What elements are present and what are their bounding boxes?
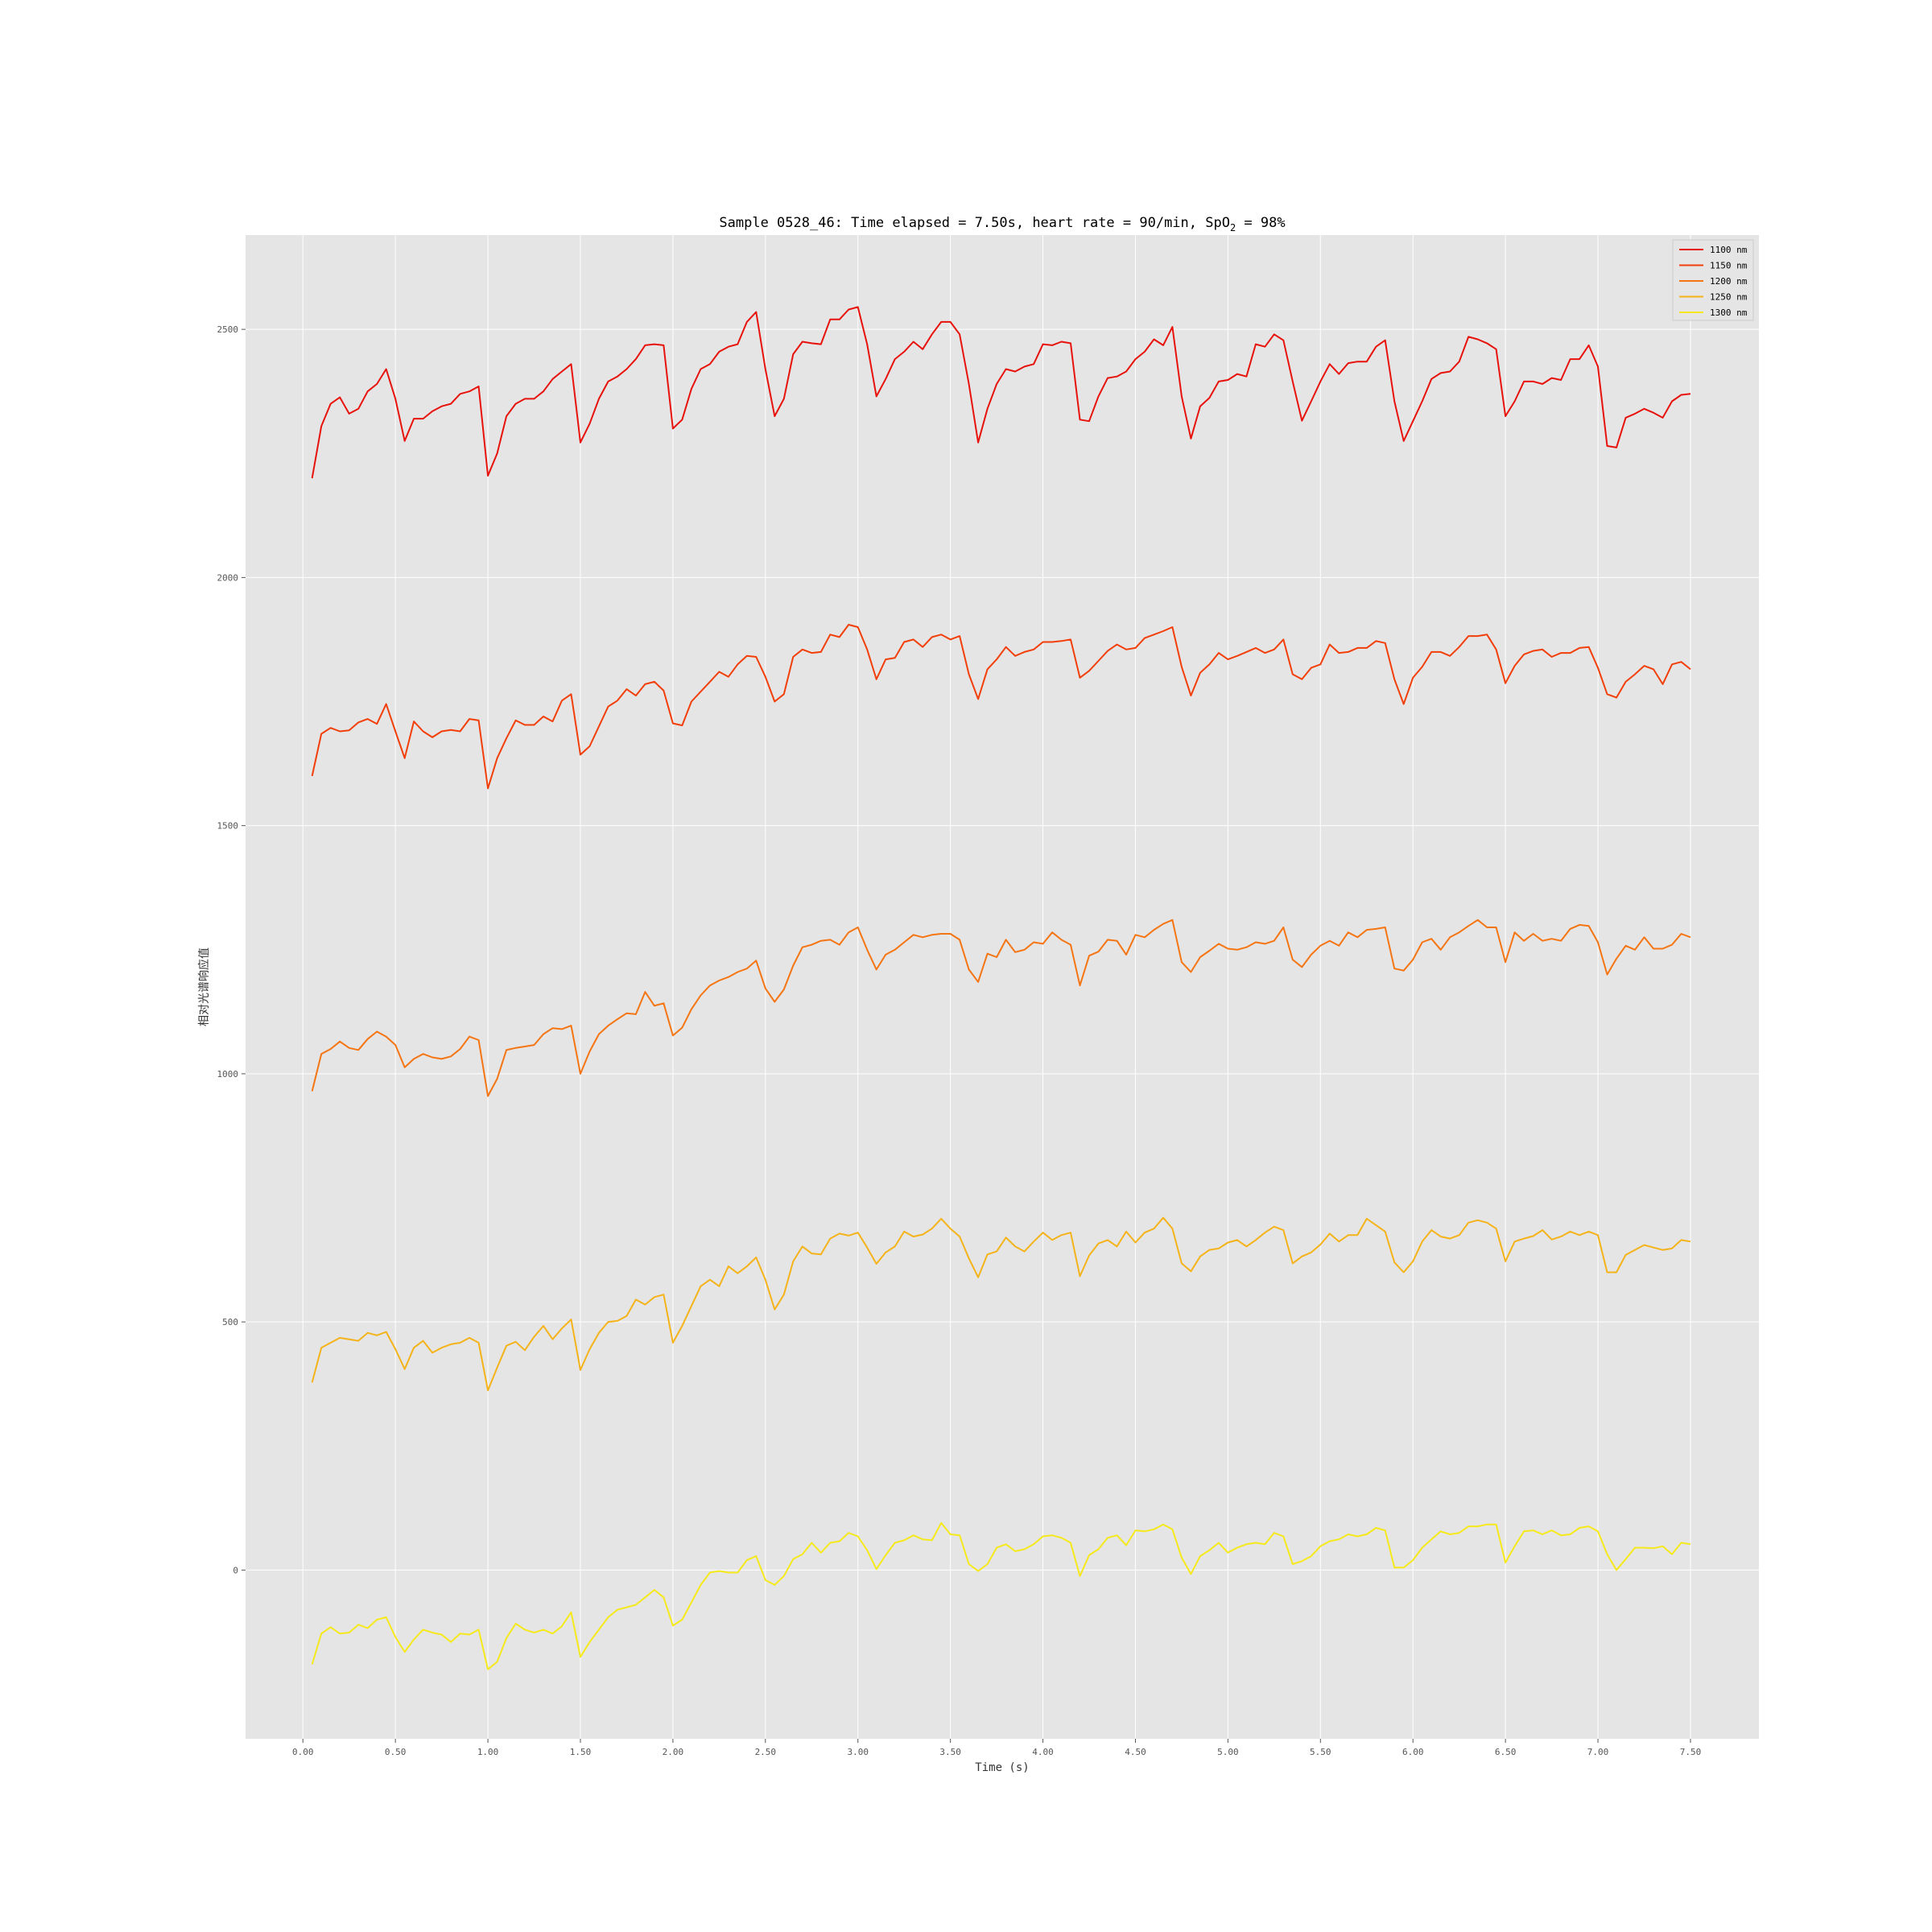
x-tick-label: 1.50 [570, 1747, 592, 1757]
x-tick-labels: 0.00 0.50 1.00 1.50 2.00 2.50 3.00 3.50 4.00 4.50… [292, 1739, 1701, 1757]
series-line-1200-nm [311, 919, 1691, 1097]
x-tick-label: 1.00 [477, 1747, 499, 1757]
legend-label: 1200 nm [1710, 276, 1748, 287]
chart-title-suffix: = 98% [1236, 215, 1285, 231]
y-tick-label: 1500 [217, 821, 239, 832]
series-line-1100-nm [311, 306, 1691, 479]
chart-title: Sample 0528_46: Time elapsed = 7.50s, he… [719, 215, 1285, 233]
series-line-1250-nm [311, 1216, 1691, 1392]
x-tick-label: 7.50 [1680, 1747, 1702, 1757]
series-line-1150-nm [311, 624, 1691, 790]
series-lines [311, 306, 1691, 1670]
y-tick-label: 0 [233, 1565, 238, 1575]
x-tick-label: 5.50 [1310, 1747, 1331, 1757]
legend-label: 1100 nm [1710, 245, 1748, 255]
x-tick-label: 7.00 [1587, 1747, 1609, 1757]
series-line-1300-nm [311, 1521, 1691, 1670]
x-tick-label: 2.50 [755, 1747, 777, 1757]
chart-title-main: Sample 0528_46: Time elapsed = 7.50s, he… [719, 215, 1230, 231]
y-tick-label: 1000 [217, 1069, 239, 1080]
x-tick-label: 6.00 [1402, 1747, 1424, 1757]
y-tick-labels: 0 500 1000 1500 2000 2500 [217, 324, 246, 1575]
x-tick-label: 2.00 [663, 1747, 684, 1757]
y-tick-label: 500 [222, 1317, 238, 1327]
y-tick-label: 2000 [217, 572, 239, 583]
x-tick-label: 3.00 [847, 1747, 869, 1757]
x-tick-label: 3.50 [939, 1747, 961, 1757]
y-tick-label: 2500 [217, 324, 239, 335]
chart-title-subscript: 2 [1230, 222, 1236, 233]
grid [246, 235, 1759, 1739]
plot-area [246, 235, 1759, 1739]
x-tick-label: 0.50 [385, 1747, 407, 1757]
legend-label: 1250 nm [1710, 292, 1748, 303]
x-tick-label: 4.00 [1032, 1747, 1054, 1757]
x-axis-label: Time (s) [975, 1761, 1029, 1774]
y-axis-label: 相对光谱响应值 [197, 947, 211, 1026]
x-tick-label: 0.00 [292, 1747, 314, 1757]
legend-label: 1150 nm [1710, 261, 1748, 271]
legend-label: 1300 nm [1710, 308, 1748, 318]
legend: 1100 nm 1150 nm 1200 nm 1250 nm 1300 nm [1672, 239, 1754, 321]
x-tick-label: 4.50 [1125, 1747, 1146, 1757]
x-tick-label: 6.50 [1495, 1747, 1517, 1757]
x-tick-label: 5.00 [1217, 1747, 1239, 1757]
